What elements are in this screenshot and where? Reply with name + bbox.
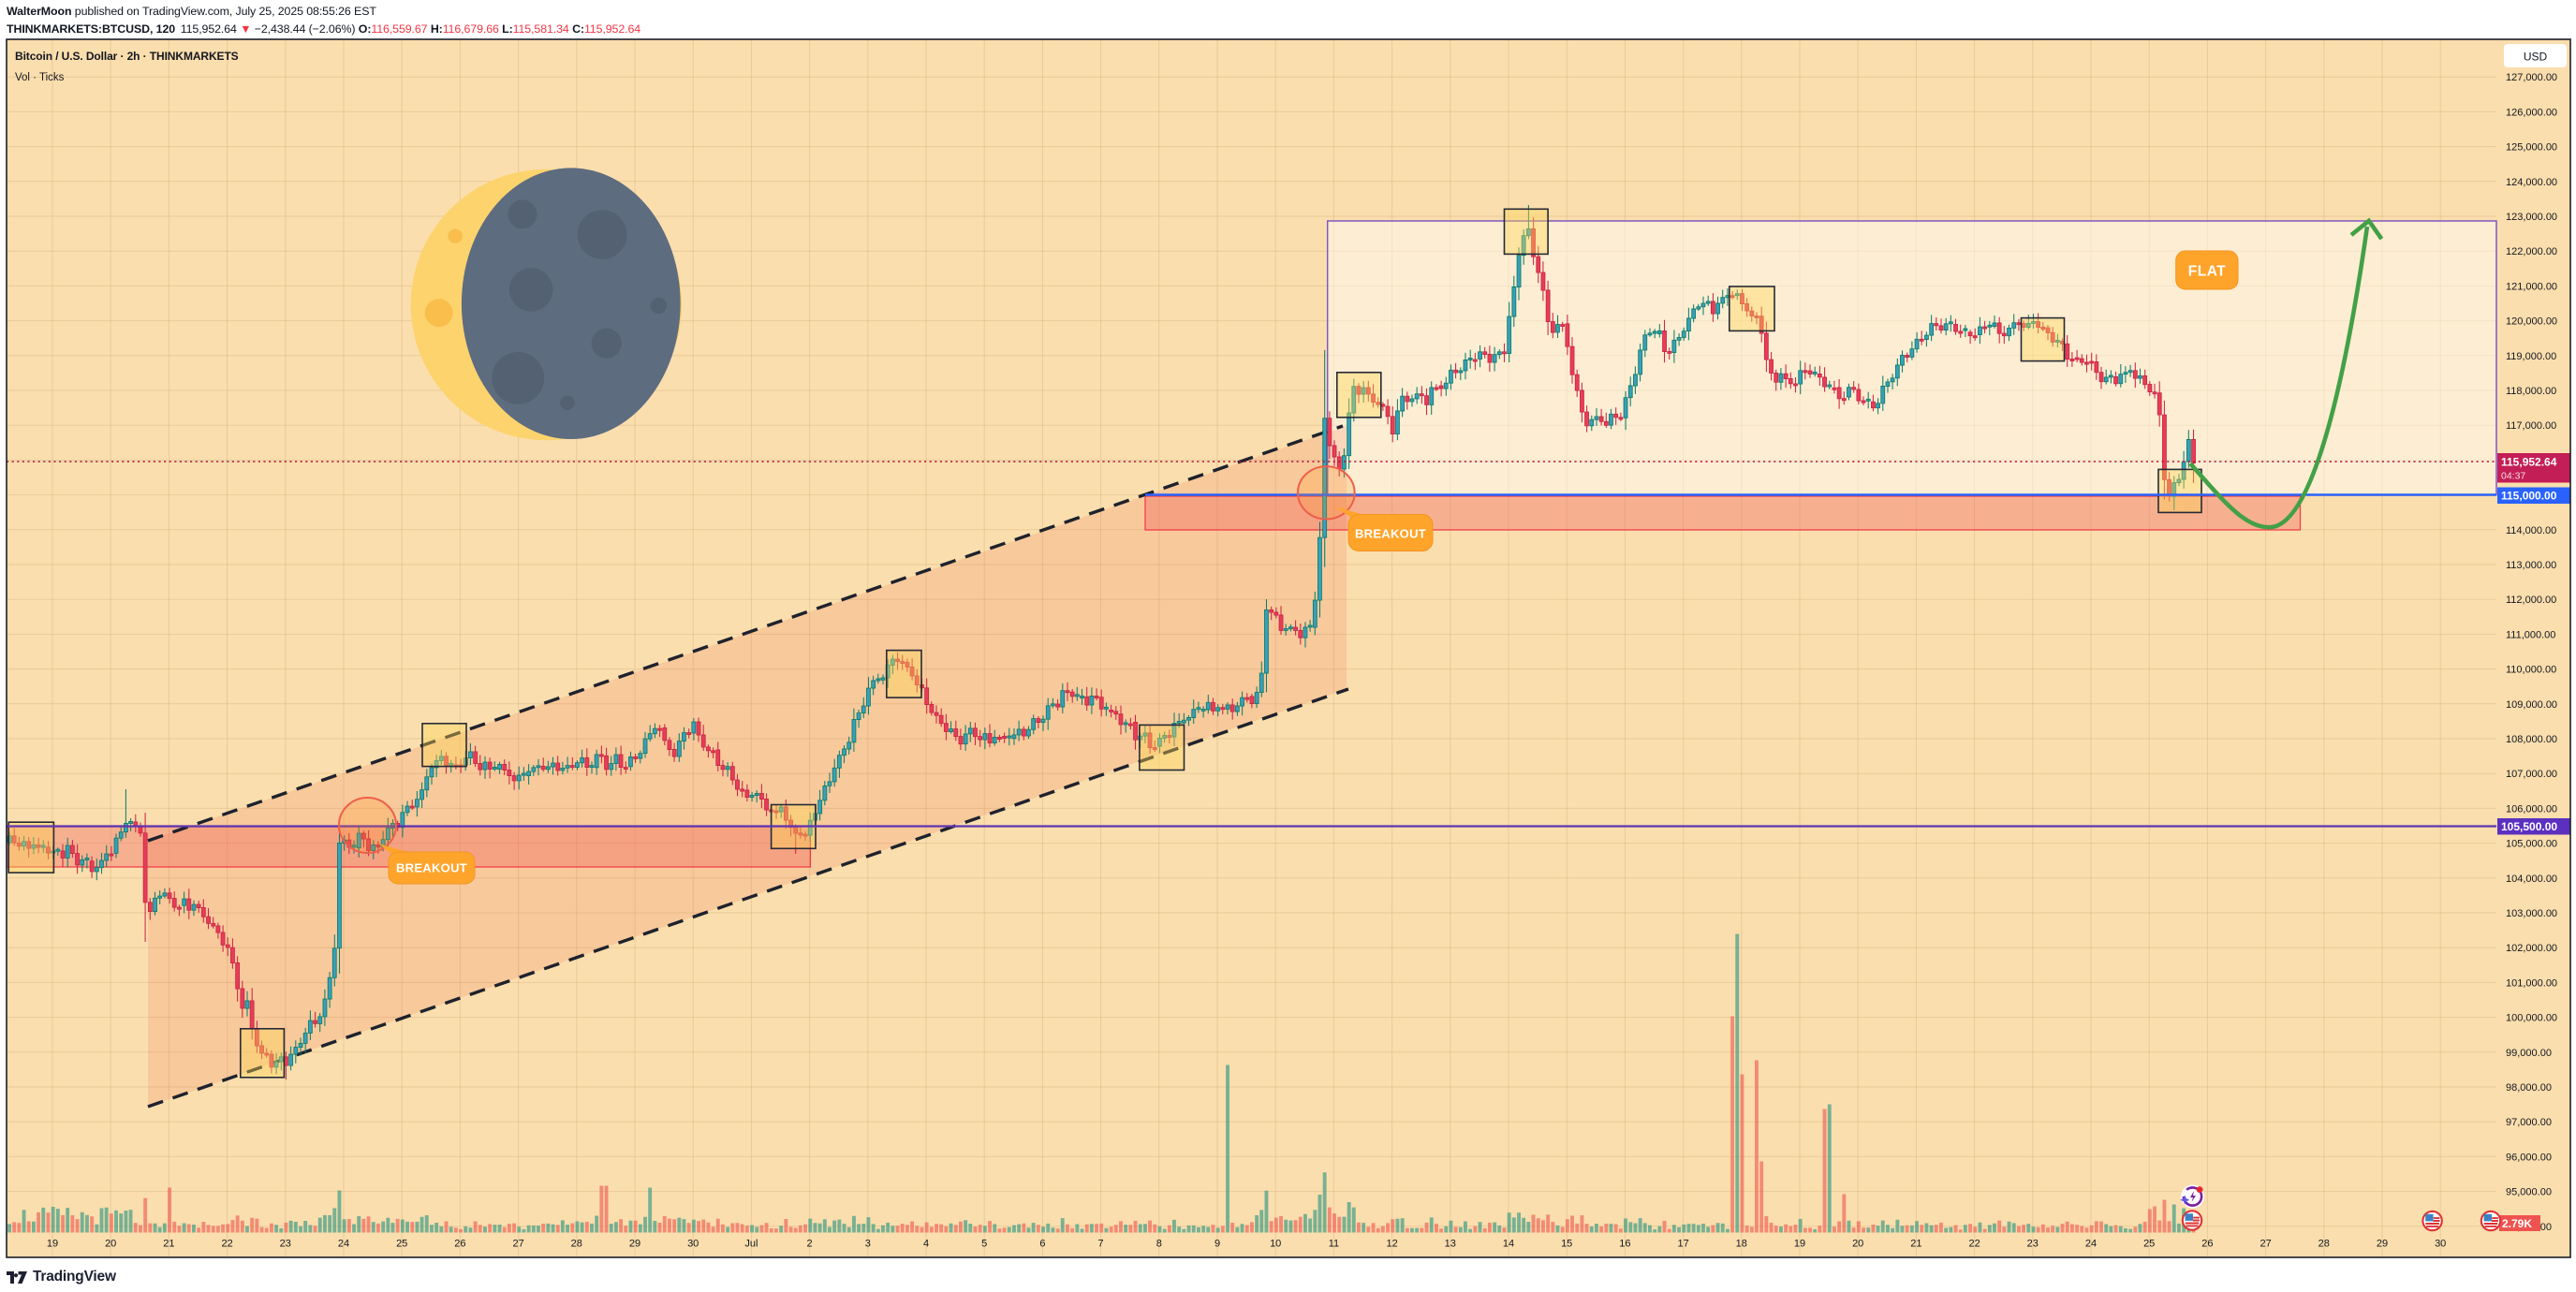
svg-text:124,000.00: 124,000.00: [2506, 177, 2557, 188]
svg-text:103,000.00: 103,000.00: [2506, 908, 2557, 919]
svg-text:Jul: Jul: [744, 1239, 758, 1250]
svg-text:26: 26: [2201, 1239, 2213, 1250]
svg-text:108,000.00: 108,000.00: [2506, 734, 2557, 745]
svg-text:17: 17: [1677, 1239, 1688, 1250]
svg-text:24: 24: [2085, 1239, 2097, 1250]
svg-text:98,000.00: 98,000.00: [2506, 1082, 2552, 1094]
svg-text:27: 27: [2260, 1239, 2271, 1250]
svg-text:9: 9: [1214, 1239, 1220, 1250]
svg-text:26: 26: [454, 1239, 465, 1250]
svg-text:96,000.00: 96,000.00: [2506, 1152, 2552, 1163]
svg-text:12: 12: [1386, 1239, 1397, 1250]
svg-text:115,000.00: 115,000.00: [2501, 490, 2557, 503]
svg-text:107,000.00: 107,000.00: [2506, 769, 2557, 780]
svg-text:102,000.00: 102,000.00: [2506, 943, 2557, 954]
svg-text:19: 19: [1794, 1239, 1805, 1250]
svg-text:19: 19: [47, 1239, 58, 1250]
svg-text:101,000.00: 101,000.00: [2506, 977, 2557, 989]
svg-text:118,000.00: 118,000.00: [2506, 386, 2556, 397]
svg-text:30: 30: [687, 1239, 699, 1250]
svg-text:21: 21: [163, 1239, 174, 1250]
svg-text:22: 22: [221, 1239, 232, 1250]
svg-text:28: 28: [2318, 1239, 2330, 1250]
svg-text:29: 29: [2377, 1239, 2388, 1250]
svg-text:20: 20: [1852, 1239, 1863, 1250]
svg-text:120,000.00: 120,000.00: [2506, 316, 2557, 328]
svg-text:10: 10: [1270, 1239, 1281, 1250]
svg-text:24: 24: [338, 1239, 349, 1250]
svg-text:15: 15: [1561, 1239, 1572, 1250]
svg-text:125,000.00: 125,000.00: [2506, 142, 2557, 154]
svg-text:123,000.00: 123,000.00: [2506, 212, 2557, 223]
svg-text:109,000.00: 109,000.00: [2506, 699, 2557, 711]
svg-text:20: 20: [105, 1239, 116, 1250]
svg-text:23: 23: [2027, 1239, 2039, 1250]
svg-text:121,000.00: 121,000.00: [2506, 281, 2557, 292]
svg-text:28: 28: [571, 1239, 582, 1250]
svg-text:2.79K: 2.79K: [2502, 1217, 2532, 1230]
svg-text:126,000.00: 126,000.00: [2506, 107, 2557, 118]
svg-text:FLAT: FLAT: [2188, 264, 2226, 280]
svg-text:Bitcoin / U.S. Dollar · 2h · T: Bitcoin / U.S. Dollar · 2h · THINKMARKET…: [15, 50, 239, 63]
svg-text:113,000.00: 113,000.00: [2506, 560, 2556, 571]
svg-text:16: 16: [1619, 1239, 1630, 1250]
svg-text:21: 21: [1910, 1239, 1921, 1250]
svg-text:7: 7: [1098, 1239, 1104, 1250]
svg-text:11: 11: [1329, 1239, 1339, 1250]
svg-text:100,000.00: 100,000.00: [2506, 1013, 2557, 1024]
svg-text:04:37: 04:37: [2501, 471, 2525, 482]
svg-text:BREAKOUT: BREAKOUT: [396, 861, 467, 875]
svg-text:95,000.00: 95,000.00: [2506, 1187, 2552, 1198]
svg-text:BREAKOUT: BREAKOUT: [1355, 527, 1426, 541]
svg-text:104,000.00: 104,000.00: [2506, 874, 2557, 885]
svg-text:23: 23: [280, 1239, 291, 1250]
svg-text:25: 25: [396, 1239, 407, 1250]
svg-text:2: 2: [807, 1239, 813, 1250]
svg-text:105,500.00: 105,500.00: [2501, 820, 2557, 833]
svg-text:30: 30: [2435, 1239, 2446, 1250]
svg-text:119,000.00: 119,000.00: [2506, 351, 2556, 362]
svg-text:14: 14: [1503, 1239, 1514, 1250]
svg-text:122,000.00: 122,000.00: [2506, 246, 2557, 257]
svg-text:13: 13: [1445, 1239, 1456, 1250]
svg-text:112,000.00: 112,000.00: [2506, 595, 2556, 606]
svg-text:97,000.00: 97,000.00: [2506, 1117, 2552, 1128]
svg-text:111,000.00: 111,000.00: [2506, 629, 2555, 640]
svg-text:127,000.00: 127,000.00: [2506, 72, 2557, 83]
svg-text:6: 6: [1039, 1239, 1045, 1250]
svg-text:18: 18: [1736, 1239, 1747, 1250]
svg-text:99,000.00: 99,000.00: [2506, 1048, 2552, 1059]
svg-text:Vol · Ticks: Vol · Ticks: [15, 72, 65, 83]
svg-text:5: 5: [981, 1239, 987, 1250]
svg-text:105,000.00: 105,000.00: [2506, 839, 2557, 850]
svg-text:4: 4: [923, 1239, 929, 1250]
svg-text:22: 22: [1968, 1239, 1980, 1250]
svg-text:USD: USD: [2524, 51, 2548, 64]
svg-text:29: 29: [629, 1239, 640, 1250]
svg-text:115,952.64: 115,952.64: [2501, 456, 2557, 469]
svg-text:3: 3: [865, 1239, 871, 1250]
svg-text:8: 8: [1156, 1239, 1162, 1250]
svg-text:106,000.00: 106,000.00: [2506, 803, 2557, 815]
svg-text:117,000.00: 117,000.00: [2506, 420, 2556, 432]
svg-text:25: 25: [2143, 1239, 2155, 1250]
svg-text:114,000.00: 114,000.00: [2506, 525, 2556, 536]
svg-text:27: 27: [512, 1239, 523, 1250]
svg-text:110,000.00: 110,000.00: [2506, 665, 2556, 676]
